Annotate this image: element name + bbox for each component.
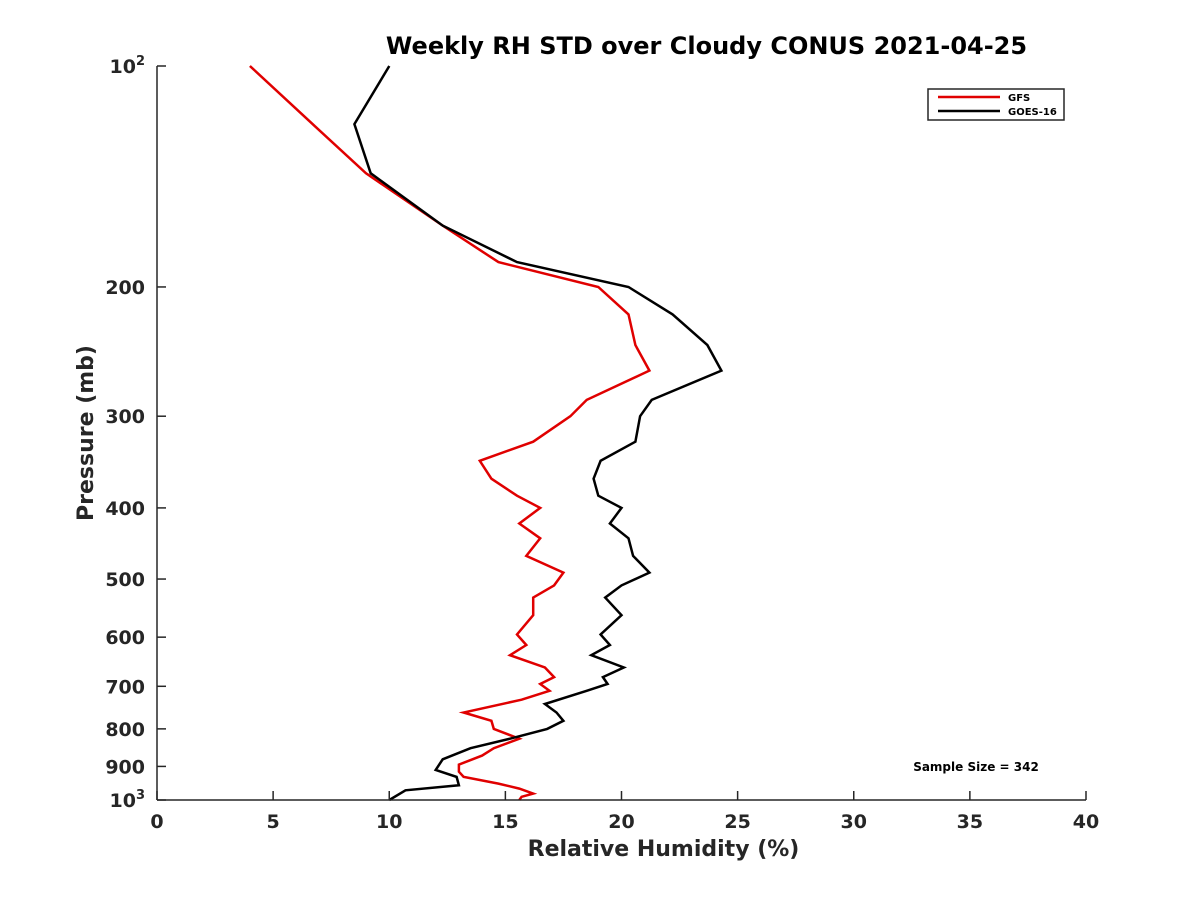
x-tick-label: 30	[841, 811, 867, 833]
x-tick-label: 20	[608, 811, 634, 833]
x-tick-label: 35	[957, 811, 983, 833]
x-tick-label: 5	[267, 811, 280, 833]
y-tick-label: 400	[105, 498, 145, 520]
y-axis-label: Pressure (mb)	[74, 345, 99, 521]
x-axis-label: Relative Humidity (%)	[528, 837, 800, 862]
y-tick-label: 800	[105, 719, 145, 741]
y-tick-label: 500	[105, 569, 145, 591]
sample-size-annotation: Sample Size = 342	[913, 760, 1039, 774]
legend-box	[927, 88, 1065, 121]
x-tick-label: 10	[376, 811, 402, 833]
chart-title: Weekly RH STD over Cloudy CONUS 2021-04-…	[386, 32, 1027, 60]
x-tick-label: 0	[150, 811, 163, 833]
y-tick-label: 700	[105, 676, 145, 698]
legend[interactable]: GFS GOES-16	[927, 88, 1065, 121]
plot-lines	[249, 65, 724, 802]
series-line-gfs	[249, 65, 652, 801]
y-tick-label: 600	[105, 627, 145, 649]
y-tick-label: 300	[105, 406, 145, 428]
legend-label-gfs: GFS	[1008, 93, 1030, 104]
legend-label-goes-16: GOES-16	[1008, 107, 1057, 118]
x-tick-label: 25	[724, 811, 750, 833]
x-tick-label: 40	[1073, 811, 1099, 833]
axes: 0 5 10 15 20 25 30 35 40 102 200 300 400 500 600 700 800…	[105, 54, 1099, 833]
y-tick-label: 103	[110, 788, 146, 812]
x-tick-label: 15	[492, 811, 518, 833]
series-line-goes-16	[353, 65, 724, 802]
y-tick-label: 102	[110, 54, 146, 78]
y-tick-label: 900	[105, 756, 145, 778]
y-tick-label: 200	[105, 277, 145, 299]
